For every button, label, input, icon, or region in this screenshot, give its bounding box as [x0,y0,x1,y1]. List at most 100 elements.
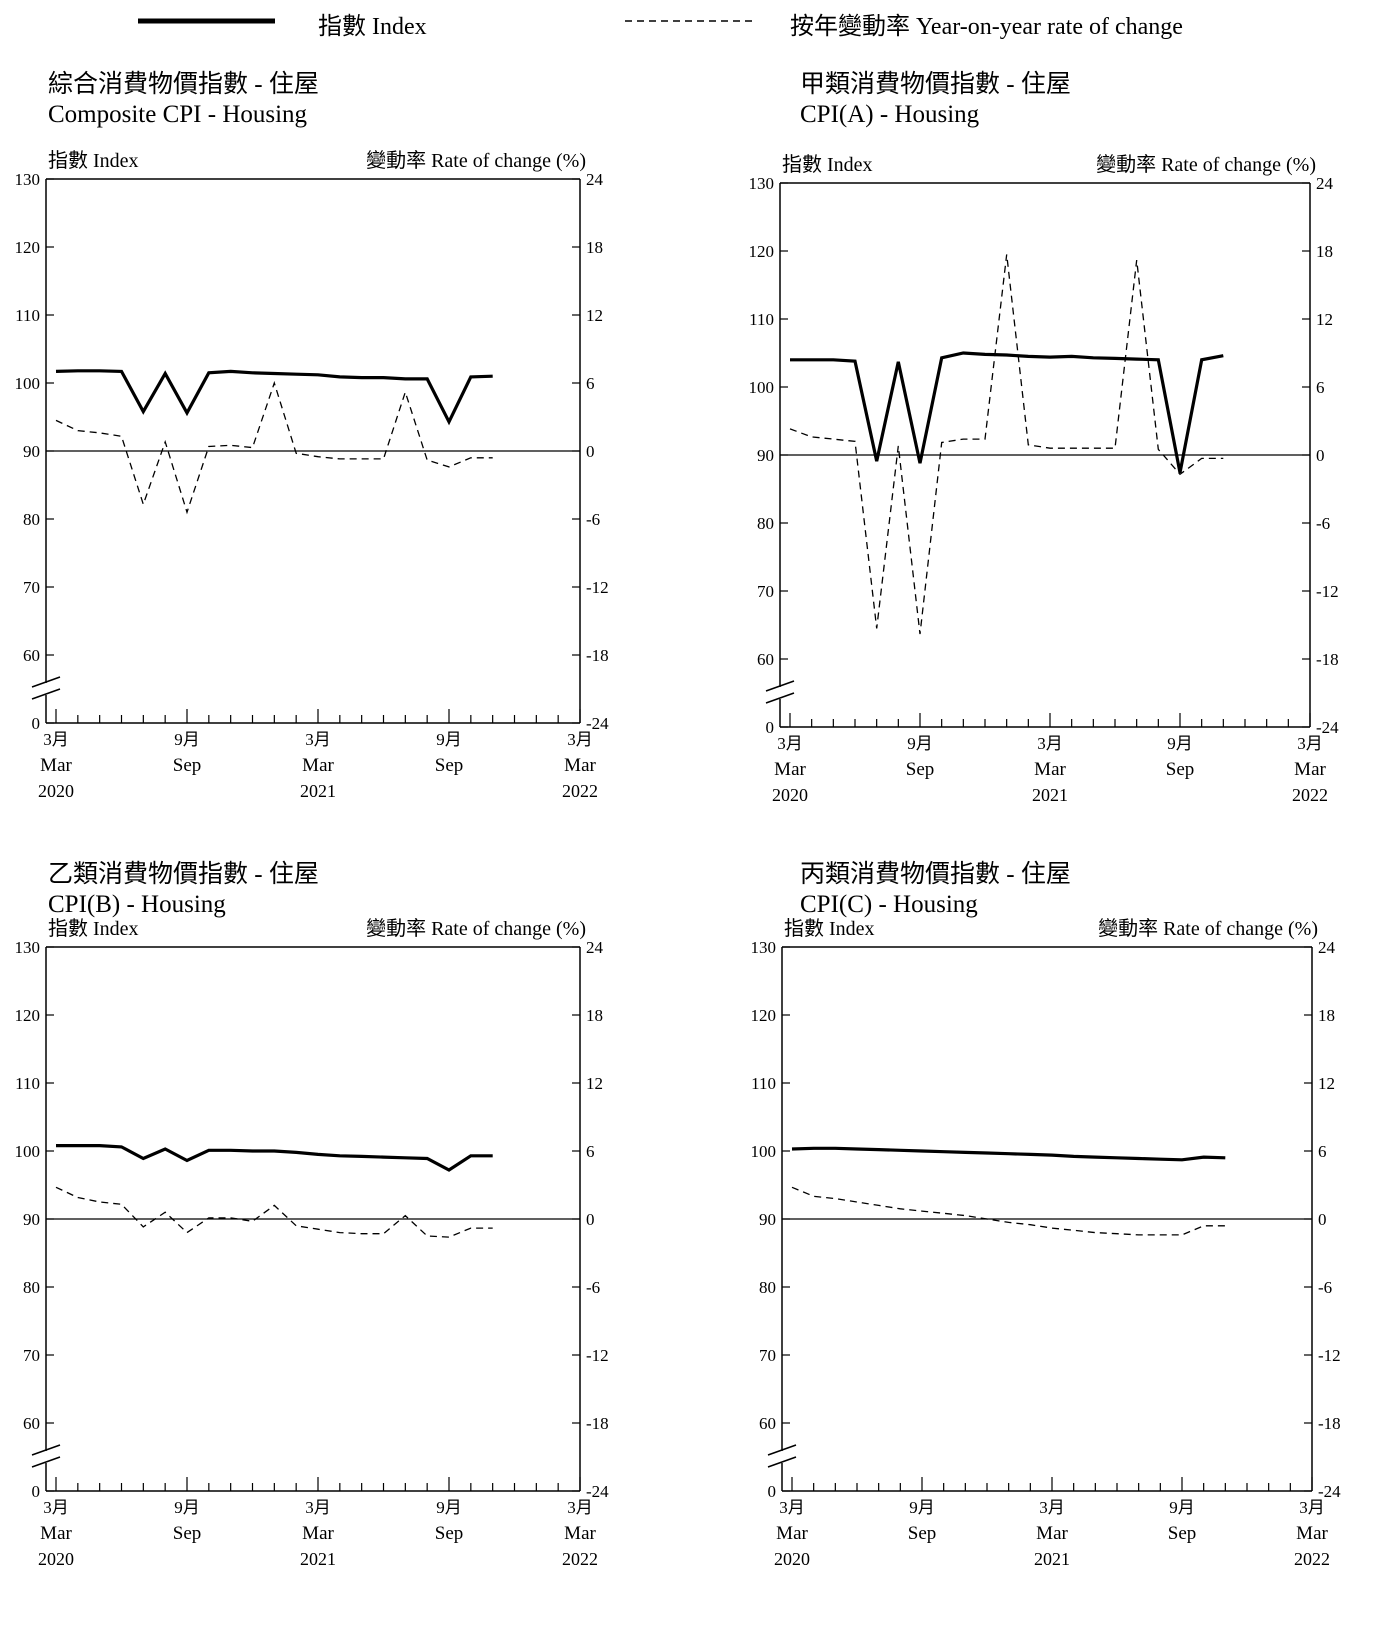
panel-title-cn: 乙類消費物價指數 - 住屋 [48,861,319,888]
x-tick-label-en: Mar [1296,1523,1328,1544]
x-tick-label-cn: 3月 [777,734,803,753]
panel-title-cn: 丙類消費物價指數 - 住屋 [800,861,1071,888]
x-tick-label-en: Mar [564,1523,596,1544]
left-tick-label: 120 [15,1006,41,1025]
right-tick-label: 0 [586,442,595,461]
right-axis-title: 變動率 Rate of change (%) [366,917,586,940]
right-tick-label: -18 [1318,1414,1341,1433]
right-tick-label: 24 [586,170,604,189]
rate-series-line [789,254,1224,635]
x-tick-label-year: 2021 [300,1549,336,1569]
left-axis-title: 指數 Index [48,917,139,940]
right-tick-label: -12 [586,1346,609,1365]
right-tick-label: -24 [586,714,609,733]
panel-title-en: Composite CPI - Housing [48,101,308,128]
right-tick-label: -6 [586,1278,600,1297]
x-tick-label-en: Mar [40,755,72,776]
right-tick-label: 18 [1318,1006,1335,1025]
x-tick-label-en: Mar [564,755,596,776]
axis-break-mark [31,676,61,688]
right-tick-label: 6 [586,1142,595,1161]
right-tick-label: 0 [1316,446,1325,465]
x-tick-label-en: Mar [1036,1523,1068,1544]
x-tick-label-cn: 9月 [907,734,933,753]
right-tick-label: -18 [586,1414,609,1433]
x-tick-label-en: Sep [435,755,464,776]
rate-series-line [791,1186,1226,1236]
left-tick-label: 60 [23,646,40,665]
right-tick-label: 12 [1318,1074,1335,1093]
legend-index-label: 指數 Index [318,14,427,40]
right-tick-label: -24 [1316,718,1339,737]
left-tick-label: 60 [759,1414,776,1433]
x-tick-label-cn: 9月 [436,1498,462,1517]
axis-break-mark [767,1456,797,1468]
x-tick-label-year: 2022 [562,1549,598,1569]
x-tick-label-cn: 3月 [1299,1498,1325,1517]
legend-rate-label: 按年變動率 Year-on-year rate of change [790,14,1183,40]
right-tick-label: -24 [1318,1482,1341,1501]
chart-svg: 指數 Index 變動率 Rate of change (%)1301201101… [15,149,610,801]
left-tick-label: 70 [23,1346,40,1365]
chart-svg: 指數 Index 變動率 Rate of change (%)1301201101… [749,153,1340,805]
x-tick-label-year: 2020 [774,1549,810,1569]
x-tick-label-cn: 3月 [43,1498,69,1517]
left-tick-label: 60 [23,1414,40,1433]
left-tick-label: 90 [23,1210,40,1229]
x-tick-label-cn: 3月 [567,1498,593,1517]
x-tick-label-en: Sep [173,1523,202,1544]
x-tick-label-year: 2020 [38,781,74,801]
x-tick-label-cn: 3月 [779,1498,805,1517]
left-tick-label: 130 [751,938,777,957]
left-tick-label: 110 [15,306,40,325]
index-series-line [56,1144,493,1172]
x-tick-label-en: Mar [1034,759,1066,780]
right-tick-label: -12 [1318,1346,1341,1365]
right-tick-label: 6 [1316,378,1325,397]
x-tick-label-cn: 9月 [174,1498,200,1517]
left-tick-label: 100 [15,1142,41,1161]
x-tick-label-year: 2021 [1034,1549,1070,1569]
x-tick-label-cn: 3月 [1297,734,1323,753]
left-tick-label: 120 [751,1006,777,1025]
x-tick-label-cn: 3月 [1039,1498,1065,1517]
left-tick-label: 120 [749,242,775,261]
index-series-line [791,1146,1226,1162]
left-tick-label: 80 [23,1278,40,1297]
left-tick-label: 70 [23,578,40,597]
axis-break-mark [767,1444,797,1456]
panel-title-en: CPI(A) - Housing [800,101,980,128]
axis-break-mark [765,692,795,704]
x-tick-label-cn: 9月 [174,730,200,749]
x-tick-label-en: Mar [1294,759,1326,780]
left-tick-label: 60 [757,650,774,669]
right-axis-title: 變動率 Rate of change (%) [1098,917,1318,940]
legend-swatches [138,18,755,24]
x-tick-label-en: Sep [906,759,935,780]
x-tick-label-en: Mar [302,1523,334,1544]
x-tick-label-en: Mar [774,759,806,780]
x-tick-label-en: Sep [908,1523,937,1544]
rate-series-line [55,1186,493,1238]
left-tick-label: 130 [15,938,41,957]
left-tick-label: 120 [15,238,41,257]
panel-title-cn: 綜合消費物價指數 - 住屋 [48,71,319,98]
panel-cpi-c: 丙類消費物價指數 - 住屋 CPI(C) - Housing 指數 Index 變… [692,850,1382,1640]
x-tick-label-year: 2022 [1294,1549,1330,1569]
panel-title-en: CPI(B) - Housing [48,891,226,918]
left-axis-title: 指數 Index [782,153,873,176]
x-tick-label-cn: 3月 [567,730,593,749]
left-tick-label: 90 [757,446,774,465]
left-tick-label: 80 [23,510,40,529]
left-tick-label: 0 [766,718,775,737]
panel-title-cn: 甲類消費物價指數 - 住屋 [800,71,1071,98]
x-tick-label-en: Sep [435,1523,464,1544]
x-tick-label-cn: 9月 [436,730,462,749]
chart-svg: 指數 Index 變動率 Rate of change (%)1301201101… [15,917,610,1569]
left-tick-label: 90 [23,442,40,461]
panel-composite-cpi: 綜合消費物價指數 - 住屋 Composite CPI - Housing 指數… [0,60,690,850]
left-tick-label: 100 [751,1142,777,1161]
panel-cpi-b: 乙類消費物價指數 - 住屋 CPI(B) - Housing 指數 Index 變… [0,850,690,1640]
left-tick-label: 0 [768,1482,777,1501]
right-tick-label: 12 [586,1074,603,1093]
